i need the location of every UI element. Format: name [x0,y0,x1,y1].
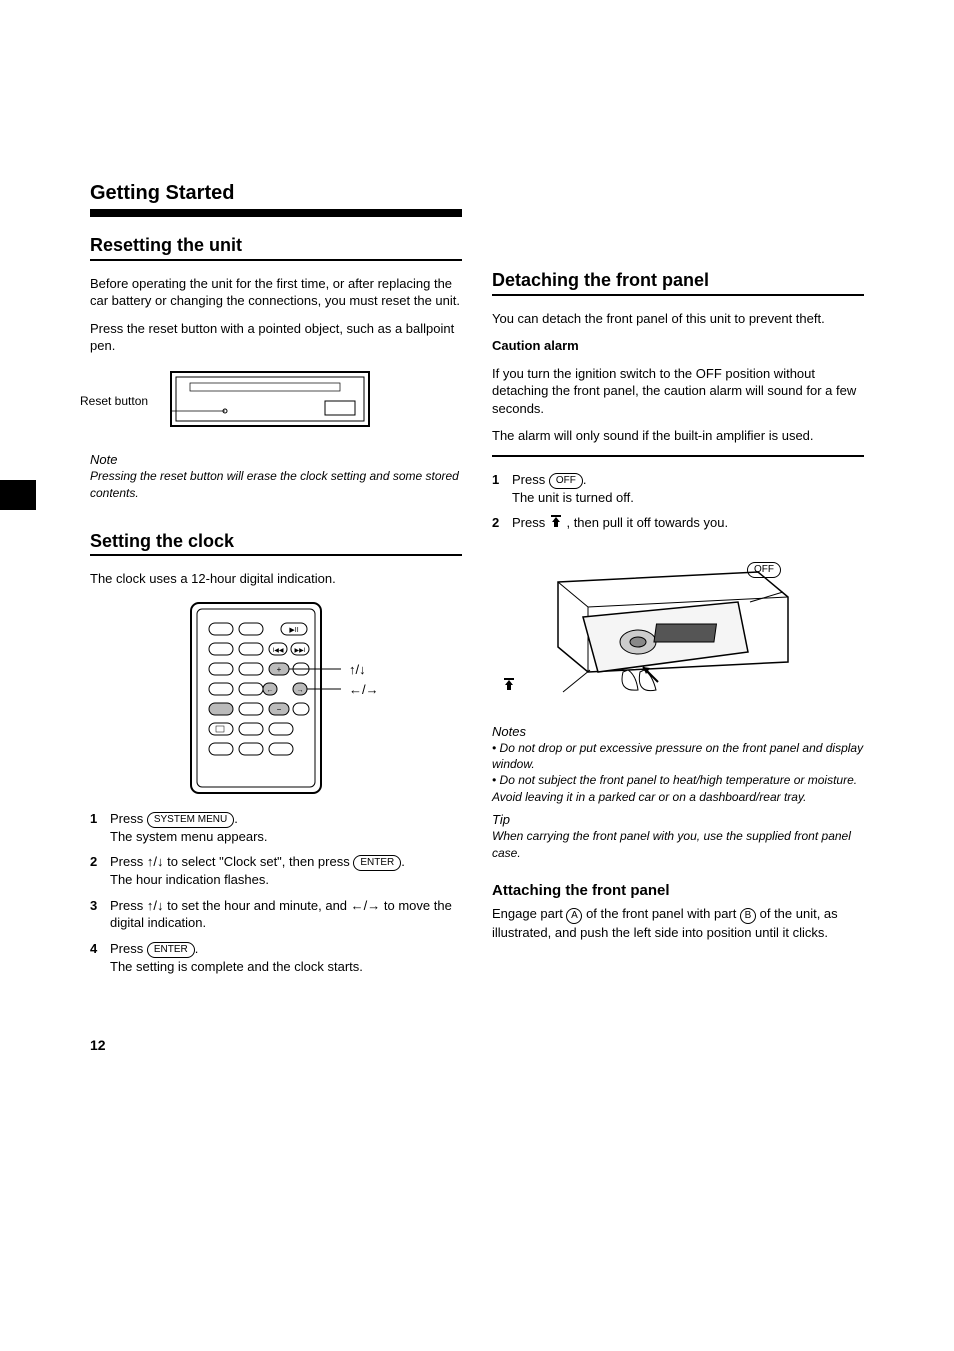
svg-text:←/→: ←/→ [349,682,379,697]
circled-b: B [740,908,756,924]
s2a: Press [110,854,147,869]
svg-text:→: → [297,687,304,694]
detach-tip-head: Tip [492,811,864,829]
rule-thin-reset [90,259,462,261]
step-num: 1 [90,810,110,846]
rule-thick [90,209,462,217]
s4b: . [195,941,199,956]
left-right-arrows-icon: ←/→ [351,898,381,913]
att-a: Engage part [492,906,566,921]
svg-text:↑/↓: ↑/↓ [349,662,366,677]
up-down-arrows-icon: ↑/↓ [147,854,164,869]
rule-thin-clock [90,554,462,556]
svg-text:←: ← [267,687,274,694]
d1a: Press [512,472,549,487]
caution-head: Caution alarm [492,338,579,353]
caution-body2: The alarm will only sound if the built-i… [492,427,864,445]
clock-intro: The clock uses a 12-hour digital indicat… [90,570,462,588]
detach-note2: Do not subject the front panel to heat/h… [492,773,857,803]
section-heading: Getting Started [90,180,462,207]
caution-body: If you turn the ignition switch to the O… [492,365,864,418]
d1b: . [583,472,587,487]
release-icon [549,515,563,529]
main-unit-illustration [170,371,370,427]
s2d: The hour indication flashes. [110,872,269,887]
att-b: of the front panel with part [582,906,740,921]
attach-heading: Attaching the front panel [492,881,864,901]
off-button-ref-illus: OFF [747,562,781,578]
step-num: 2 [492,514,512,532]
s1b: . [234,811,238,826]
d2b: , then pull it off towards you. [566,515,728,530]
d2a: Press [512,515,549,530]
rule-thin-detach [492,294,864,296]
clock-step-2: 2 Press ↑/↓ to select "Clock set", then … [90,853,462,889]
enter-button-ref: ENTER [147,942,195,958]
step-num: 1 [492,471,512,507]
svg-text:▶▶I: ▶▶I [295,648,306,654]
side-tab [0,480,36,510]
svg-text:+: + [277,665,282,674]
clock-step-1: 1 Press SYSTEM MENU. The system menu app… [90,810,462,846]
reset-p1: Before operating the unit for the first … [90,275,462,310]
step-num: 2 [90,853,110,889]
svg-text:▶II: ▶II [289,627,298,634]
off-button-ref: OFF [549,473,583,489]
s4a: Press [110,941,147,956]
s2c: . [401,854,405,869]
clock-step-3: 3 Press ↑/↓ to set the hour and minute, … [90,897,462,932]
detach-notes-head: Notes [492,723,864,741]
reset-heading: Resetting the unit [90,235,462,257]
remote-illustration: ▶II I◀◀ ▶▶I + ← → [161,598,391,798]
detach-p1: You can detach the front panel of this u… [492,310,864,328]
step-num: 4 [90,940,110,976]
reset-button-label: Reset button [80,393,148,409]
release-icon [502,678,516,692]
step-num: 3 [90,897,110,932]
reset-p2: Press the reset button with a pointed ob… [90,320,462,355]
rule-thin-detach2 [492,455,864,457]
reset-note-head: Note [90,451,462,469]
svg-text:−: − [277,705,282,714]
clock-heading: Setting the clock [90,531,462,553]
reset-note-body: Pressing the reset button will erase the… [90,468,462,500]
s1c: The system menu appears. [110,829,268,844]
detach-heading: Detaching the front panel [492,270,864,292]
s2b: to select "Clock set", then press [163,854,353,869]
s3a: Press [110,898,147,913]
s1a: Press [110,811,147,826]
detach-note1: Do not drop or put excessive pressure on… [492,741,863,771]
enter-button-ref: ENTER [353,855,401,871]
up-down-arrows-icon: ↑/↓ [147,898,164,913]
circled-a: A [566,908,582,924]
page-number: 12 [90,1036,462,1055]
system-menu-button-ref: SYSTEM MENU [147,812,234,828]
detach-tip-body: When carrying the front panel with you, … [492,828,864,860]
detach-step-2: 2 Press , then pull it off towards you. [492,514,864,532]
d1c: The unit is turned off. [512,490,634,505]
s3b: to set the hour and minute, and [163,898,350,913]
clock-step-4: 4 Press ENTER. The setting is complete a… [90,940,462,976]
s4c: The setting is complete and the clock st… [110,959,363,974]
detach-step-1: 1 Press OFF. The unit is turned off. [492,471,864,507]
svg-text:I◀◀: I◀◀ [273,648,284,654]
